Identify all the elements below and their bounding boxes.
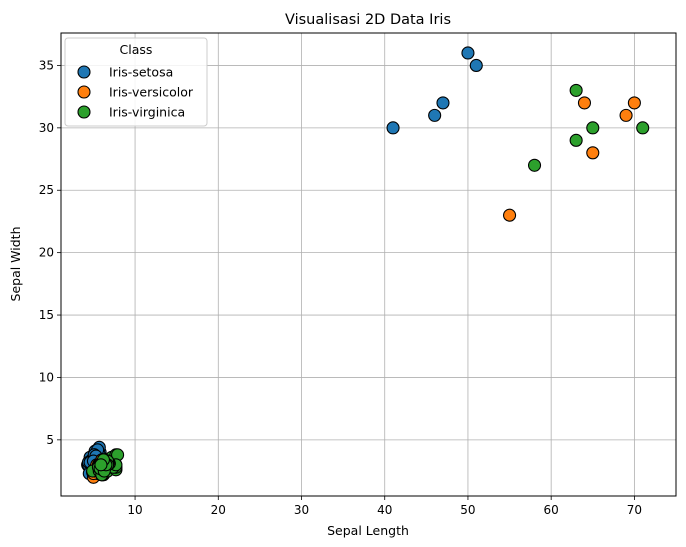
data-points [81, 46, 650, 484]
y-axis-label: Sepal Width [8, 227, 23, 302]
point-iris-versicolor [619, 108, 633, 122]
point-iris-setosa [469, 58, 483, 72]
legend-marker-iris-virginica [77, 105, 91, 119]
point-iris-versicolor [627, 96, 641, 110]
x-tick-label: 40 [377, 503, 392, 517]
y-tick-label: 30 [39, 121, 54, 135]
y-tick-label: 35 [39, 58, 54, 72]
y-tick-label: 10 [39, 370, 54, 384]
point-iris-virginica [636, 121, 650, 135]
x-tick-label: 20 [211, 503, 226, 517]
x-axis-label: Sepal Length [327, 523, 409, 538]
point-iris-virginica [569, 133, 583, 147]
point-iris-setosa [428, 108, 442, 122]
x-axis-ticks: 10 20 30 40 50 60 70 [127, 496, 642, 517]
point-iris-virginica [569, 83, 583, 97]
point-iris-virginica [586, 121, 600, 135]
legend-label-iris-virginica: Iris-virginica [109, 105, 185, 120]
chart-title: Visualisasi 2D Data Iris [285, 12, 451, 28]
y-tick-label: 20 [39, 246, 54, 260]
grid [61, 33, 676, 496]
legend-marker-iris-setosa [77, 65, 91, 79]
point-iris-setosa [436, 96, 450, 110]
point-iris-versicolor [503, 208, 517, 222]
legend: Class Iris-setosa Iris-versicolor Iris-vir… [64, 37, 208, 127]
legend-label-iris-versicolor: Iris-versicolor [109, 85, 194, 100]
point-iris-versicolor [586, 146, 600, 160]
point-iris-virginica [94, 458, 108, 472]
x-tick-label: 10 [127, 503, 142, 517]
point-iris-versicolor [577, 96, 592, 110]
legend-marker-iris-versicolor [77, 85, 91, 99]
legend-entries: Iris-setosa Iris-versicolor Iris-virginica [77, 65, 194, 120]
point-iris-setosa [461, 46, 475, 60]
y-tick-label: 5 [46, 433, 54, 447]
x-tick-label: 70 [627, 503, 642, 517]
legend-title: Class [120, 42, 153, 57]
x-tick-label: 60 [544, 503, 559, 517]
y-tick-label: 25 [39, 183, 54, 197]
point-iris-setosa [386, 121, 400, 135]
legend-box [64, 37, 208, 127]
y-axis-ticks: 5 10 15 20 25 30 35 [39, 58, 61, 447]
x-tick-label: 50 [460, 503, 475, 517]
y-tick-label: 15 [39, 308, 54, 322]
plot-frame [60, 32, 677, 497]
point-iris-virginica [527, 158, 542, 172]
x-tick-label: 30 [294, 503, 309, 517]
legend-label-iris-setosa: Iris-setosa [109, 65, 173, 80]
